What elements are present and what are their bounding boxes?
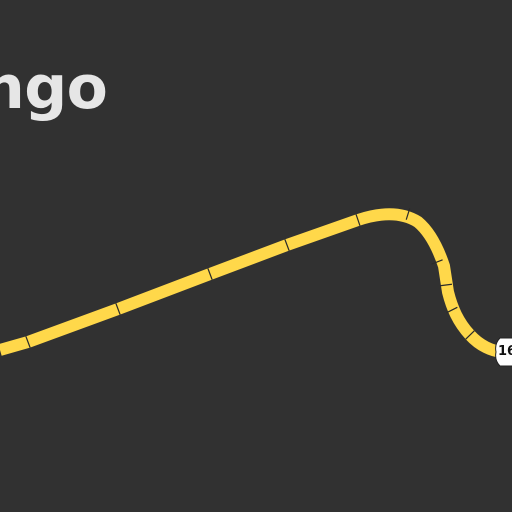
highway-road-line — [0, 208, 503, 358]
road-segment-tick — [431, 259, 443, 265]
road-segment-tick — [446, 306, 458, 314]
road-segment-tick — [25, 336, 31, 348]
road-segment-tick — [115, 303, 121, 315]
road-segment-tick — [284, 239, 290, 251]
road-segment-tick — [207, 268, 213, 280]
road-segment-tick — [405, 208, 411, 220]
road-segment-tick — [355, 214, 361, 226]
route-shield-icon[interactable] — [494, 337, 512, 367]
highway-road[interactable] — [0, 208, 503, 358]
road-segment-tick — [439, 283, 453, 287]
road-segment-ticks — [25, 208, 475, 348]
place-label: ngo — [0, 53, 108, 123]
road-segment-tick — [465, 330, 475, 340]
route-shield-number: 16 — [498, 344, 512, 359]
